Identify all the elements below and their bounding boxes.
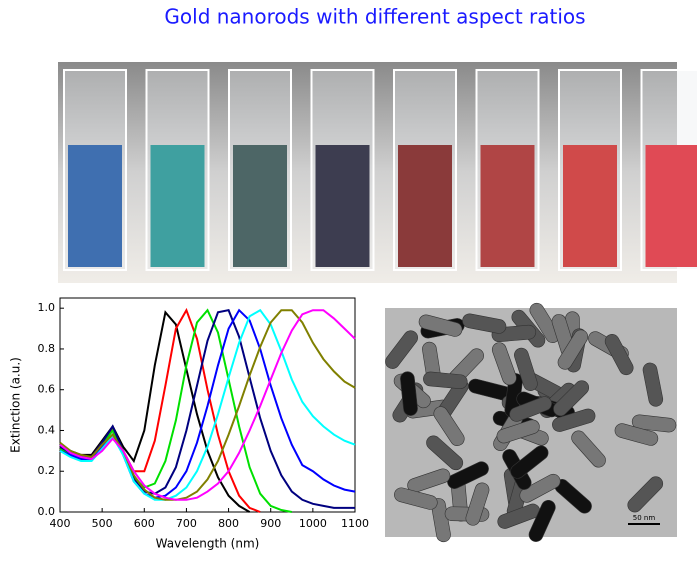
x-tick-label: 1100 [341, 517, 369, 530]
liquid [398, 145, 452, 267]
y-tick-label: 0.4 [38, 423, 56, 436]
x-tick-label: 1000 [299, 517, 327, 530]
liquid [151, 145, 205, 267]
x-tick-label: 900 [260, 517, 281, 530]
liquid [68, 145, 122, 267]
liquid [316, 145, 370, 267]
y-tick-label: 0.6 [38, 383, 56, 396]
x-tick-label: 400 [50, 517, 71, 530]
x-tick-label: 600 [134, 517, 155, 530]
y-tick-label: 0.2 [38, 464, 56, 477]
y-tick-label: 0.8 [38, 342, 56, 355]
y-axis-label: Extinction (a.u.) [9, 357, 23, 453]
y-tick-label: 1.0 [38, 301, 56, 314]
x-tick-label: 500 [92, 517, 113, 530]
liquid [233, 145, 287, 267]
x-tick-label: 700 [176, 517, 197, 530]
title: Gold nanorods with different aspect rati… [164, 5, 585, 29]
liquid [481, 145, 535, 267]
scale-bar-label: 50 nm [633, 514, 656, 522]
x-tick-label: 800 [218, 517, 239, 530]
x-axis-label: Wavelength (nm) [156, 537, 260, 551]
liquid [646, 145, 697, 267]
liquid [563, 145, 617, 267]
